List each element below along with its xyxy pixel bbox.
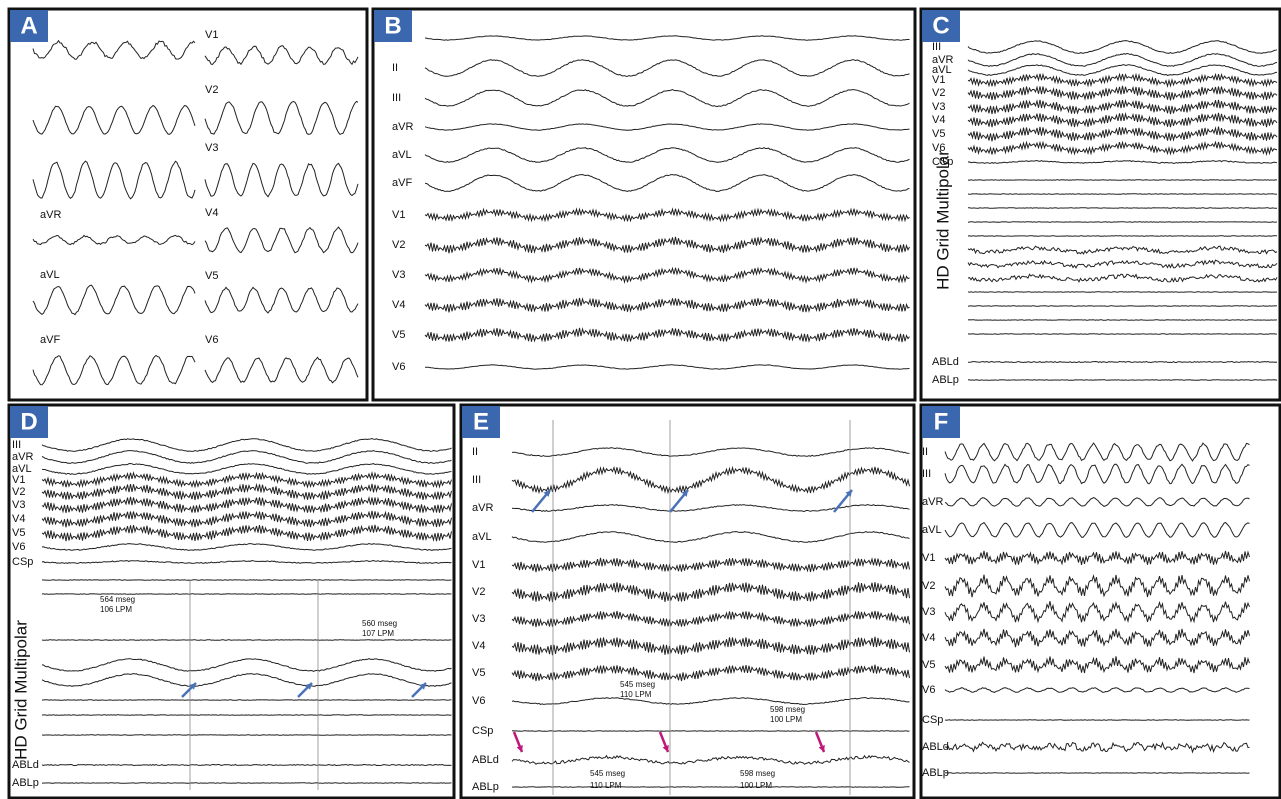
lead-label: V5 xyxy=(932,128,945,140)
lead-label: V4 xyxy=(392,299,405,311)
lead-label: aVR xyxy=(12,451,33,463)
annotation: 110 LPM xyxy=(590,781,622,790)
lead-label: ABLp xyxy=(932,374,959,386)
annotation: 560 mseg xyxy=(362,619,397,628)
annotation: 100 LPM xyxy=(740,781,772,790)
figure: aVRaVLaVFV1V2V3V4V5V6AIIIIIaVRaVLaVFV1V2… xyxy=(0,0,1281,799)
lead-label: aVR xyxy=(472,502,493,514)
lead-label: V3 xyxy=(932,101,945,113)
lead-label: V5 xyxy=(205,270,218,282)
lead-label: V2 xyxy=(922,580,935,592)
panel-frame xyxy=(9,405,454,798)
lead-label: V1 xyxy=(205,29,218,41)
lead-label: V1 xyxy=(392,209,405,221)
lead-label: ABLd xyxy=(932,356,959,368)
lead-label: aVR xyxy=(392,121,413,133)
lead-label: V6 xyxy=(392,361,405,373)
lead-label: V5 xyxy=(12,527,25,539)
lead-label: ABLd xyxy=(472,754,499,766)
panel-letter: A xyxy=(20,12,37,39)
side-label: HD Grid Multipolar xyxy=(933,150,952,290)
lead-label: II xyxy=(392,62,398,74)
panel-letter: C xyxy=(932,12,949,39)
annotation: 107 LPM xyxy=(362,629,394,638)
lead-label: V1 xyxy=(12,474,25,486)
panel-letter: E xyxy=(473,408,489,435)
lead-label: ABLd xyxy=(922,741,949,753)
annotation: 564 mseg xyxy=(100,595,135,604)
lead-label: ABLp xyxy=(922,767,949,779)
lead-label: aVL xyxy=(392,149,412,161)
lead-label: V3 xyxy=(922,606,935,618)
lead-label: V1 xyxy=(922,552,935,564)
panel-letter: F xyxy=(934,408,949,435)
lead-label: V5 xyxy=(392,329,405,341)
lead-label: III xyxy=(932,41,941,53)
panel-frame xyxy=(921,9,1280,400)
annotation: 545 mseg xyxy=(620,680,655,689)
lead-label: V4 xyxy=(12,513,25,525)
lead-label: III xyxy=(12,439,21,451)
lead-label: aVL xyxy=(472,531,492,543)
lead-label: V4 xyxy=(922,632,935,644)
annotation: 110 LPM xyxy=(620,690,652,699)
panel-letter: B xyxy=(384,12,401,39)
lead-label: ABLp xyxy=(12,777,39,789)
panel-letter: D xyxy=(20,408,37,435)
lead-label: V5 xyxy=(922,659,935,671)
lead-label: V4 xyxy=(205,207,218,219)
lead-label: III xyxy=(922,468,931,480)
lead-label: V6 xyxy=(205,334,218,346)
annotation: 598 mseg xyxy=(770,705,805,714)
lead-label: V4 xyxy=(932,114,945,126)
lead-label: V2 xyxy=(932,87,945,99)
lead-label: V6 xyxy=(12,541,25,553)
lead-label: V3 xyxy=(12,499,25,511)
annotation: 100 LPM xyxy=(770,715,802,724)
lead-label: aVF xyxy=(40,334,60,346)
lead-label: CSp xyxy=(922,714,943,726)
lead-label: III xyxy=(392,92,401,104)
panel-frame xyxy=(921,405,1280,798)
lead-label: aVL xyxy=(922,524,942,536)
lead-label: CSp xyxy=(12,556,33,568)
lead-label: V2 xyxy=(12,486,25,498)
panel-frame xyxy=(373,9,915,400)
side-label: HD Grid Multipolar xyxy=(11,620,30,760)
lead-label: V2 xyxy=(472,586,485,598)
lead-label: V4 xyxy=(472,640,485,652)
lead-label: V3 xyxy=(472,613,485,625)
lead-label: V3 xyxy=(205,142,218,154)
lead-label: V2 xyxy=(392,239,405,251)
lead-label: CSp xyxy=(472,725,493,737)
lead-label: aVL xyxy=(40,269,60,281)
lead-label: V5 xyxy=(472,667,485,679)
annotation: 598 mseg xyxy=(740,769,775,778)
lead-label: V3 xyxy=(392,269,405,281)
annotation: 545 mseg xyxy=(590,769,625,778)
lead-label: V2 xyxy=(205,84,218,96)
annotation: 106 LPM xyxy=(100,605,132,614)
panel-frame xyxy=(461,405,914,798)
lead-label: ABLp xyxy=(472,781,499,793)
lead-label: II xyxy=(472,446,478,458)
lead-label: II xyxy=(922,446,928,458)
lead-label: V6 xyxy=(472,695,485,707)
lead-label: III xyxy=(472,474,481,486)
lead-label: V1 xyxy=(932,74,945,86)
lead-label: aVR xyxy=(922,496,943,508)
lead-label: V1 xyxy=(472,559,485,571)
lead-label: aVF xyxy=(392,177,412,189)
lead-label: aVR xyxy=(40,209,61,221)
lead-label: V6 xyxy=(922,684,935,696)
